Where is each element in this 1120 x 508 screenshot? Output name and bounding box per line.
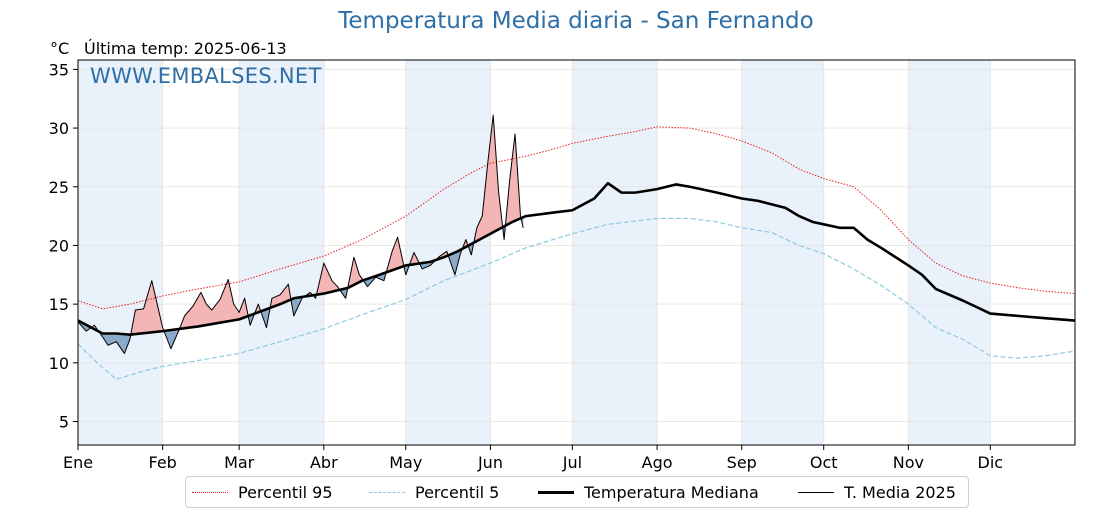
x-tick-label-sep: Sep bbox=[727, 453, 757, 472]
y-tick-label-15: 15 bbox=[49, 295, 69, 314]
legend-swatch-p5 bbox=[369, 491, 405, 493]
plot-frame bbox=[77, 59, 1076, 446]
chart-title: Temperatura Media diaria - San Fernando bbox=[338, 8, 814, 34]
legend-item-p5[interactable]: Percentil 5 bbox=[369, 481, 499, 503]
series-line-2 bbox=[77, 181, 1076, 336]
legend-item-year[interactable]: T. Media 2025 bbox=[798, 481, 956, 503]
legend-label-year: T. Media 2025 bbox=[844, 482, 956, 502]
x-tick-label-mar: Mar bbox=[224, 453, 255, 472]
y-tick-label-5: 5 bbox=[59, 413, 69, 432]
anomaly-fill-5 bbox=[179, 279, 249, 330]
series-lines bbox=[77, 114, 1076, 380]
chart-legend: Percentil 95 Percentil 5 Temperatura Med… bbox=[185, 476, 969, 508]
last-temp-label: Última temp: 2025-06-13 bbox=[84, 39, 287, 58]
x-tick-label-ago: Ago bbox=[642, 453, 673, 472]
anomaly-fill-18 bbox=[403, 264, 410, 275]
y-tick-label-30: 30 bbox=[49, 119, 69, 138]
anomaly-fill-16 bbox=[362, 272, 386, 287]
series-line-0 bbox=[77, 126, 1076, 310]
legend-label-p5: Percentil 5 bbox=[415, 482, 500, 502]
x-tick-label-ene: Ene bbox=[63, 453, 93, 472]
series-line-3 bbox=[77, 114, 524, 354]
month-band-nov bbox=[908, 60, 991, 445]
anomaly-fill-4 bbox=[163, 328, 180, 349]
legend-label-median: Temperatura Mediana bbox=[584, 482, 759, 502]
anomaly-fill-9 bbox=[269, 284, 291, 310]
y-tick-label-35: 35 bbox=[49, 60, 69, 79]
anomaly-fill-3 bbox=[130, 280, 164, 336]
month-band-ene bbox=[78, 60, 163, 445]
anomaly-fill-15 bbox=[347, 257, 363, 289]
anomaly-fill-22 bbox=[448, 249, 462, 275]
series-line-1 bbox=[77, 217, 1076, 380]
axis-ticks: 5 10 15 20 25 30 35 Ene Feb Mar Abr May Jun Jul Ago Sep… bbox=[49, 60, 1003, 472]
month-band-mar bbox=[239, 60, 324, 445]
anomaly-fill-28 bbox=[520, 216, 524, 228]
x-tick-label-feb: Feb bbox=[149, 453, 177, 472]
legend-swatch-median bbox=[538, 490, 574, 494]
x-tick-label-jul: Jul bbox=[562, 453, 582, 472]
anomaly-fill-25 bbox=[473, 115, 503, 245]
y-tick-label-10: 10 bbox=[49, 354, 69, 373]
month-band-sep bbox=[741, 60, 824, 445]
month-band-jul bbox=[572, 60, 658, 445]
y-tick-label-25: 25 bbox=[49, 178, 69, 197]
legend-item-p95[interactable]: Percentil 95 bbox=[192, 481, 333, 503]
month-shading bbox=[78, 60, 991, 445]
month-band-may bbox=[405, 60, 491, 445]
x-tick-label-abr: Abr bbox=[310, 453, 338, 472]
unit-label: °C bbox=[50, 39, 70, 58]
x-tick-label-jun: Jun bbox=[477, 453, 503, 472]
x-tick-label-may: May bbox=[389, 453, 422, 472]
legend-swatch-p95 bbox=[192, 491, 228, 493]
x-tick-label-nov: Nov bbox=[893, 453, 924, 472]
x-tick-label-oct: Oct bbox=[810, 453, 838, 472]
x-tick-label-dic: Dic bbox=[978, 453, 1004, 472]
anomaly-fill-8 bbox=[260, 307, 270, 328]
legend-swatch-year bbox=[798, 491, 834, 493]
legend-item-median[interactable]: Temperatura Mediana bbox=[538, 481, 759, 503]
watermark-link[interactable]: WWW.EMBALSES.NET bbox=[90, 64, 322, 88]
legend-label-p95: Percentil 95 bbox=[238, 482, 333, 502]
y-tick-label-20: 20 bbox=[49, 236, 69, 255]
anomaly-fill-19 bbox=[409, 252, 419, 266]
